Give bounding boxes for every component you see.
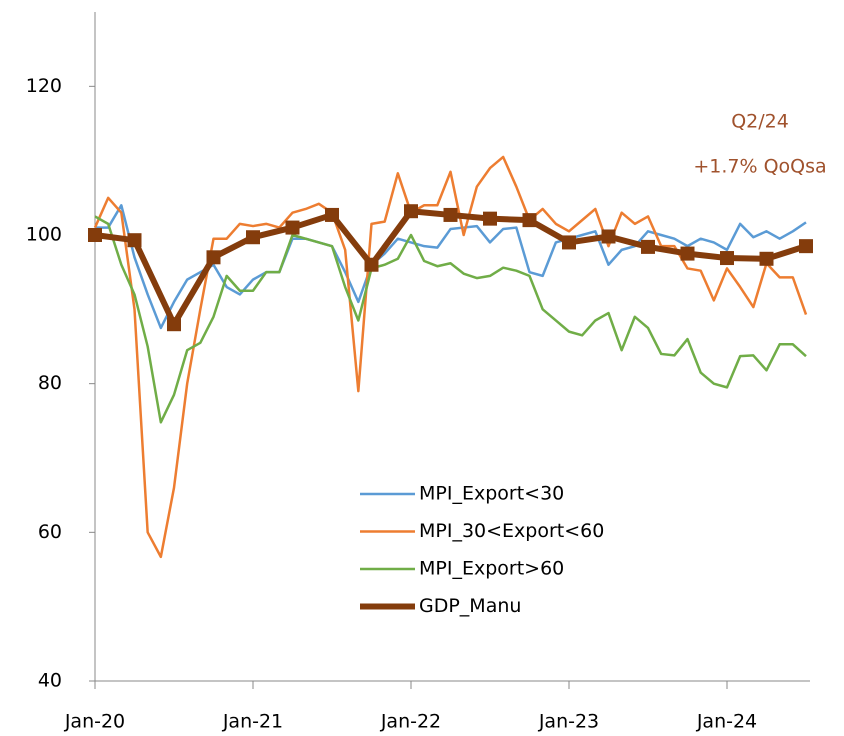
marker	[522, 213, 537, 228]
marker	[720, 251, 734, 266]
x-tick-label: Jan-23	[538, 711, 599, 733]
y-tick-label: 120	[26, 75, 62, 97]
x-tick-label: Jan-22	[380, 711, 441, 733]
marker	[562, 235, 576, 250]
series-line	[93, 155, 808, 559]
y-tick-label: 40	[38, 670, 62, 692]
marker	[246, 230, 260, 245]
marker	[601, 229, 616, 244]
x-tick-label: Jan-24	[696, 711, 757, 733]
x-tick-label: Jan-20	[64, 711, 125, 733]
y-tick-label: 60	[38, 521, 62, 543]
marker	[680, 246, 695, 261]
marker	[799, 239, 813, 254]
marker	[443, 207, 458, 222]
y-tick-label: 100	[26, 224, 62, 246]
legend-label: MPI_Export>60	[419, 558, 564, 580]
marker	[88, 228, 102, 242]
legend-label: MPI_Export<30	[419, 483, 564, 505]
series-line	[95, 204, 807, 330]
marker	[167, 317, 181, 332]
marker	[641, 239, 655, 254]
marker	[759, 251, 774, 266]
marker	[483, 211, 497, 226]
series-line	[94, 215, 807, 424]
annotation: Q2/24	[731, 111, 789, 133]
legend-label: MPI_30<Export<60	[419, 520, 604, 542]
legend-label: GDP_Manu	[419, 595, 521, 617]
marker	[404, 204, 418, 219]
marker	[285, 220, 300, 235]
y-tick-label: 80	[38, 372, 62, 394]
annotation: +1.7% QoQsa	[693, 156, 826, 178]
marker	[206, 250, 221, 265]
marker	[127, 233, 142, 248]
marker	[364, 257, 379, 272]
marker	[325, 207, 339, 222]
x-tick-label: Jan-21	[222, 711, 283, 733]
